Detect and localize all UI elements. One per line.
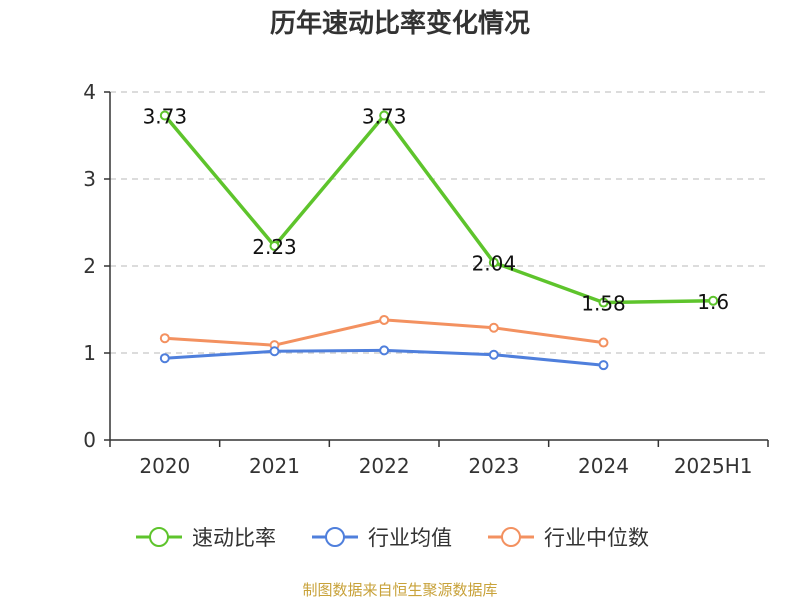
data-point[interactable] [379,110,390,121]
data-point[interactable] [269,240,280,251]
data-point[interactable] [159,353,170,364]
data-point[interactable] [488,322,499,333]
data-point[interactable] [379,314,390,325]
legend-marker [501,527,521,547]
data-point[interactable] [598,297,609,308]
legend-label: 行业均值 [368,526,452,550]
data-point[interactable] [488,349,499,360]
x-tick-label: 2020 [139,454,190,478]
grid-lines [110,91,768,354]
series-group [159,110,719,371]
y-tick-label: 2 [83,254,96,278]
data-point[interactable] [159,110,170,121]
source-note: 制图数据来自恒生聚源数据库 [302,581,497,599]
axes: 0 1 2 3 4 2020 2021 2022 2023 2024 2025H1 [83,80,769,478]
x-tick-label: 2021 [249,454,300,478]
data-point[interactable] [159,333,170,344]
y-tick-label: 4 [83,80,96,104]
data-point[interactable] [598,337,609,348]
series-line-0 [163,113,714,305]
data-label: 3.73 [362,104,407,128]
data-point[interactable] [708,295,719,306]
x-tick-label: 2025H1 [674,454,753,478]
data-point[interactable] [269,346,280,357]
chart-title: 历年速动比率变化情况 [270,8,530,39]
data-label: 2.04 [472,252,517,276]
x-tick-label: 2023 [468,454,519,478]
x-tick-label: 2024 [578,454,629,478]
x-tick-label: 2022 [359,454,410,478]
y-tick-label: 0 [83,428,96,452]
legend-label: 速动比率 [192,526,276,550]
data-label: 3.73 [143,104,188,128]
y-tick-label: 3 [83,167,96,191]
legend-item-1[interactable]: 行业均值 [312,526,452,550]
data-point[interactable] [488,257,499,268]
y-tick-label: 1 [83,341,96,365]
legend-item-2[interactable]: 行业中位数 [488,526,649,550]
data-label: 2.23 [252,235,297,259]
legend-item-0[interactable]: 速动比率 [136,526,276,550]
data-point[interactable] [598,360,609,371]
data-labels: 3.73 2.23 3.73 2.04 1.58 1.6 [143,104,730,315]
data-label: 1.58 [581,292,626,316]
legend[interactable]: 速动比率 行业均值 行业中位数 [136,526,649,550]
legend-label: 行业中位数 [544,526,649,550]
data-label: 1.6 [697,290,729,314]
legend-marker [149,527,169,547]
data-point[interactable] [379,345,390,356]
legend-marker [325,527,345,547]
